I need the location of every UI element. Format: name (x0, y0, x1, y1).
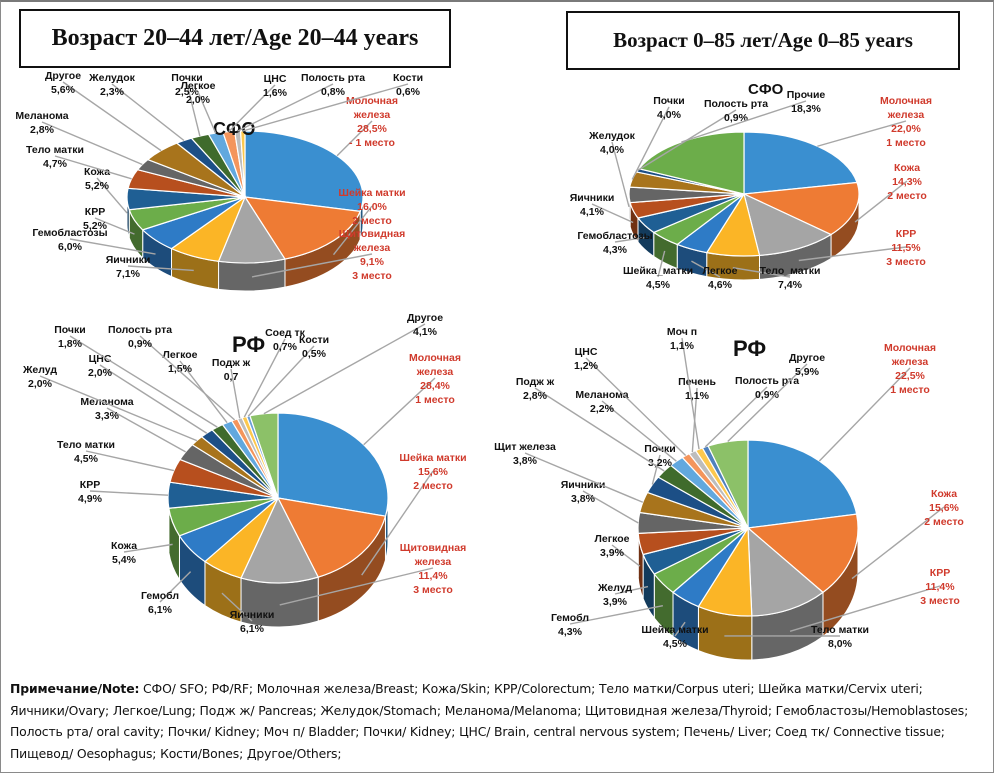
footnote-label: Примечание/Note: (10, 681, 139, 696)
footnote-text: СФО/ SFO; РФ/RF; Молочная железа/Breast;… (10, 681, 968, 761)
pie-title: РФ (232, 332, 265, 357)
pie-slices (168, 413, 388, 583)
leader-line (86, 451, 174, 471)
pie-slices (629, 132, 859, 256)
pie-side-3 (219, 259, 285, 291)
pie-title: РФ (733, 336, 766, 361)
footnote: Примечание/Note: СФО/ SFO; РФ/RF; Молочн… (10, 678, 985, 764)
pie-slices (127, 131, 363, 263)
pie-title: СФО (748, 81, 784, 98)
pie-slice-1 (748, 440, 857, 528)
leader-line (40, 376, 197, 441)
